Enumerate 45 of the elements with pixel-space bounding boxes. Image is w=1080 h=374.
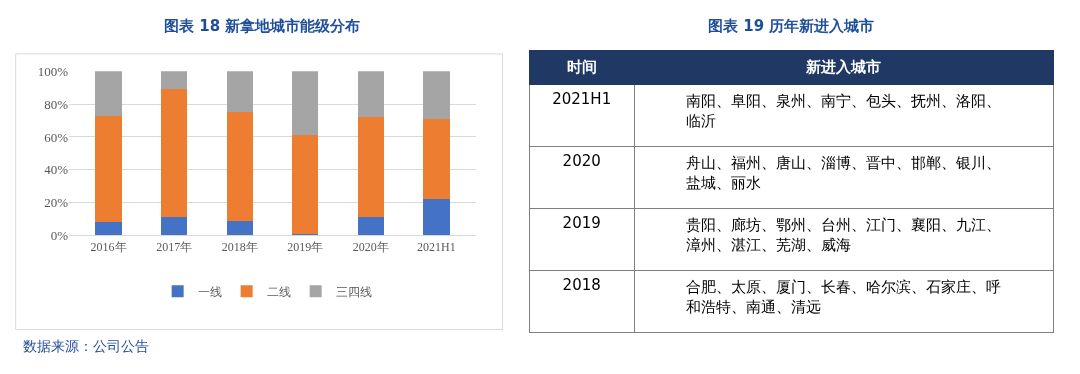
bar: [357, 71, 384, 118]
bar: [292, 135, 319, 234]
y-tick-label: 100%: [37, 63, 69, 79]
bar: [161, 89, 188, 218]
y-tick-label: 20%: [44, 195, 69, 211]
category-label: 2020: [562, 151, 601, 170]
x-tick-label: 2017年: [156, 239, 193, 254]
category-label: 2019: [562, 213, 601, 232]
category-label: 2018: [562, 275, 601, 294]
y-tick-label: 80%: [44, 96, 69, 112]
bar: [161, 71, 188, 90]
x-tick-label: 2021H1: [417, 239, 456, 254]
y-tick-label: 0%: [50, 227, 69, 243]
bar: [95, 71, 122, 116]
category-label: 时间: [566, 58, 597, 77]
bar: [161, 217, 188, 236]
bar: [357, 117, 384, 218]
x-tick-label: 2016年: [90, 239, 127, 254]
bar: [423, 71, 450, 119]
category-label: 2021H1: [552, 89, 612, 108]
text: 图表 19 历年新进入城市: [708, 17, 875, 35]
text: 南阳、阜阳、泉州、南宁、包头、抚州、洛阳、临沂: [686, 92, 1002, 130]
legend-label: 三四线: [335, 284, 372, 299]
text: 舟山、福州、唐山、淄博、晋中、邯郸、银川、盐城、丽水: [686, 154, 1002, 192]
legend-label: 一线: [197, 284, 222, 299]
source-note: 数据来源：公司公告: [23, 338, 149, 354]
x-tick-label: 2018年: [221, 239, 258, 254]
x-tick-label: 2019年: [287, 239, 324, 254]
text: 合肥、太原、厦门、长春、哈尔滨、石家庄、呼和浩特、南通、清远: [686, 278, 1002, 316]
chart-title: 图表 18 新拿地城市能级分布: [164, 17, 361, 35]
bar: [95, 115, 122, 223]
legend-label: 二线: [266, 284, 291, 299]
bar: [292, 71, 319, 136]
bar: [226, 220, 253, 236]
bar: [95, 222, 122, 236]
bar: [423, 118, 450, 200]
category-label: 新进入城市: [804, 58, 881, 77]
bar: [357, 217, 384, 236]
x-tick-label: 2020年: [352, 239, 389, 254]
bar: [423, 199, 450, 236]
y-tick-label: 60%: [44, 129, 69, 145]
bar: [226, 71, 253, 113]
text: 贵阳、廊坊、鄂州、台州、江门、襄阳、九江、漳州、湛江、芜湖、威海: [686, 216, 1002, 254]
bar: [226, 112, 253, 221]
y-tick-label: 40%: [44, 162, 69, 178]
